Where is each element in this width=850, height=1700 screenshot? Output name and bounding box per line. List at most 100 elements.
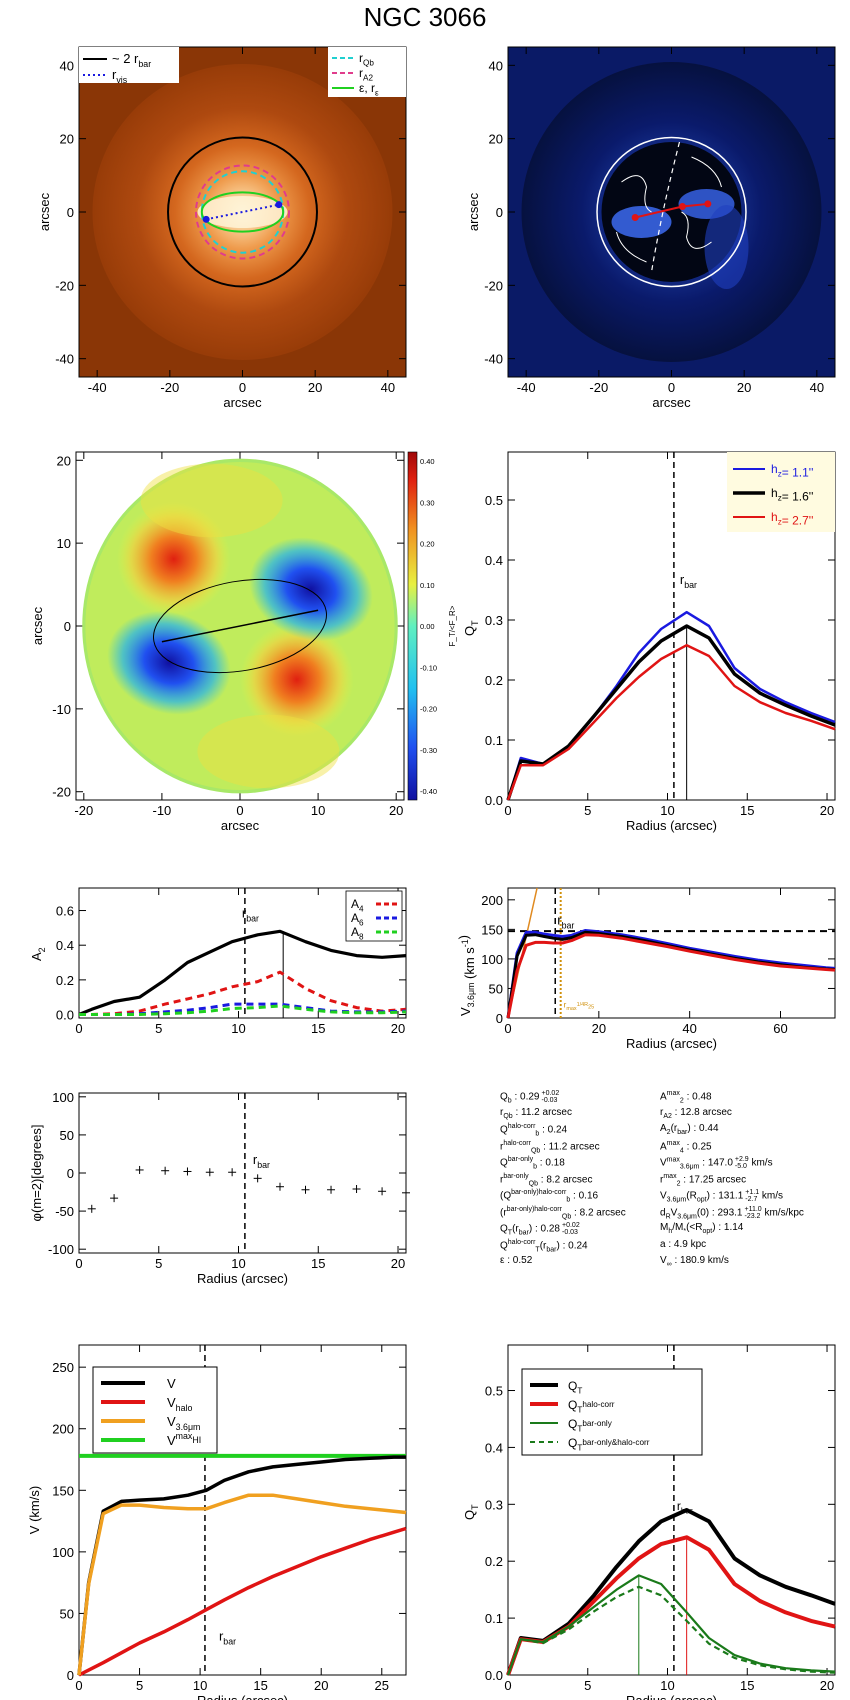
parameter-text: r <box>660 1106 664 1118</box>
label-part: V <box>167 1395 176 1410</box>
label-part: V <box>458 1007 473 1016</box>
y-tick-label: 0.2 <box>56 973 74 988</box>
parameter-text: (r <box>512 1223 519 1235</box>
label-part: r <box>680 572 685 587</box>
y-tick-label: 50 <box>60 1128 74 1143</box>
parameter-text: : 0.16 <box>570 1190 599 1202</box>
y-tick-label: 0.5 <box>485 1384 503 1399</box>
rbar-label: rbar <box>680 572 697 590</box>
lobe-positive <box>239 622 354 737</box>
colorbar-tick-label: -0.40 <box>420 787 437 796</box>
parameter-line: rhalo-corrQb : 11.2 arcsec <box>500 1140 600 1154</box>
parameter-text: r <box>660 1173 664 1185</box>
rvis-point <box>275 201 283 209</box>
parameter-text: ) : 0.44 <box>687 1123 719 1134</box>
parameter-text: : 11.2 arcsec <box>512 1106 572 1118</box>
series-line-0 <box>78 929 407 1016</box>
data-point <box>87 1204 96 1213</box>
circle-2rbar <box>167 136 318 288</box>
x-tick-label: 15 <box>253 1678 267 1693</box>
parameter-line: dRV3.6μm(0) : 293.1 +11.0 -23.2 km/s/kpc <box>660 1206 804 1221</box>
axes-frame <box>78 1092 407 1254</box>
parameter-line: Qhalo-corrT(rbar) : 0.24 <box>500 1239 588 1253</box>
legend-label: VmaxHI <box>167 1431 201 1448</box>
label-part: 6 <box>359 919 364 928</box>
x-tick-label: 5 <box>136 1678 143 1693</box>
parameter-text: km/s/kpc <box>761 1207 804 1219</box>
x-tick-label: -40 <box>88 380 107 395</box>
x-tick-label: 20 <box>391 1256 405 1271</box>
parameter-line: Amax2 : 0.48 <box>660 1090 712 1104</box>
lobe-negative <box>107 610 231 715</box>
data-point <box>301 1185 310 1194</box>
x-tick-label: -20 <box>589 380 608 395</box>
colorbar-tick-label: 0.20 <box>420 540 435 549</box>
legend-label: rQb <box>359 51 374 68</box>
ellipse-bar <box>153 578 327 674</box>
series-line-2 <box>77 1493 407 1676</box>
parameter-text: b <box>566 1196 571 1204</box>
label-part: T <box>577 1425 582 1434</box>
legend-label: QTbar-only <box>568 1417 613 1434</box>
x-tick-label: 0 <box>75 1678 82 1693</box>
panel-p9: 0510152025050100150200250Radius (arcsec)… <box>27 1344 407 1700</box>
data-point <box>327 1185 336 1194</box>
y-tick-label: 0.1 <box>485 1611 503 1626</box>
data-point <box>135 1165 144 1174</box>
x-tick-label: 25 <box>375 1678 389 1693</box>
data-point <box>205 1168 214 1177</box>
x-axis-label: Radius (arcsec) <box>197 1693 288 1700</box>
parameter-text: : 11.2 arcsec <box>540 1140 600 1152</box>
parameter-text: ) : 0.24 <box>556 1239 588 1251</box>
label-part: T <box>470 620 480 626</box>
label-part: vis <box>116 75 127 85</box>
label-part: Q <box>462 626 477 636</box>
parameter-text: Q <box>500 1091 508 1103</box>
legend-label: A6 <box>351 911 364 928</box>
parameter-text: Q <box>500 1223 508 1235</box>
colorbar <box>407 451 418 801</box>
parameter-text: : 8.2 arcsec <box>537 1173 593 1185</box>
x-tick-label: 0 <box>504 1678 511 1693</box>
label-part: bar-only&halo-corr <box>582 1438 649 1447</box>
parameter-text: * <box>683 1228 687 1235</box>
lobe-negative <box>249 537 373 642</box>
parameter-line: rQb : 11.2 arcsec <box>500 1107 572 1120</box>
axes-frame <box>507 887 836 1019</box>
parameter-text: V <box>660 1190 667 1202</box>
x-axis-label: Radius (arcsec) <box>626 1036 717 1051</box>
bar-point <box>631 214 639 221</box>
colorbar-label: F_T/<F_R> <box>448 605 457 646</box>
colorbar-tick-label: 0.30 <box>420 498 435 507</box>
label-part: bar <box>562 921 575 931</box>
y-tick-label: 0.0 <box>56 1008 74 1023</box>
parameter-text: r <box>500 1173 504 1185</box>
parameter-text: max <box>666 1156 680 1164</box>
parameter-text: ) : 0.28 <box>528 1223 560 1235</box>
label-part: A2 <box>363 74 373 83</box>
legend-box <box>79 47 179 83</box>
label-part: -1 <box>460 939 470 947</box>
parameter-text: : 0.29 <box>511 1091 540 1103</box>
series-line-1 <box>78 1526 407 1677</box>
y-tick-label: 0.2 <box>485 1554 503 1569</box>
blue-lobe <box>611 206 672 238</box>
parameter-line: (rbar-only)halo-corrQb : 8.2 arcsec <box>500 1206 626 1220</box>
x-tick-label: 15 <box>311 1256 325 1271</box>
parameter-line: Mh/M*(<Ropt) : 1.14 <box>660 1222 743 1235</box>
y-tick-label: 250 <box>52 1360 74 1375</box>
parameter-text: A2 <box>663 1112 672 1120</box>
parameter-text: (r <box>539 1239 547 1251</box>
x-tick-label: 0 <box>75 1256 82 1271</box>
label-part: Q <box>568 1398 577 1412</box>
parameter-text: : 8.2 arcsec <box>571 1206 626 1218</box>
y-tick-label: 0 <box>64 619 71 634</box>
contour-line <box>616 231 647 263</box>
series-line-0 <box>77 1455 406 1676</box>
panel-p1: -40 -20 0 20 40 -40 -20 0 20 40 arcsec arcsec ~ 2 rb… <box>37 46 407 410</box>
y-axis-label: V3.6μm (km s-1) <box>456 935 477 1016</box>
blue-arm <box>704 205 749 289</box>
parameter-text: T <box>535 1245 540 1253</box>
parameter-text: (0) : 293.1 <box>696 1207 743 1219</box>
